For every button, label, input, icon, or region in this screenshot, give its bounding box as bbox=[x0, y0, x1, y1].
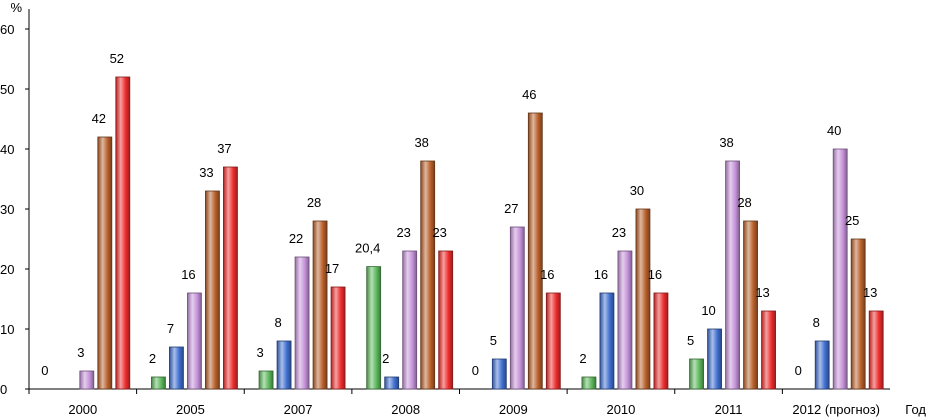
data-label: 23 bbox=[396, 225, 410, 240]
data-label: 16 bbox=[594, 267, 608, 282]
bar bbox=[420, 160, 436, 390]
data-label: 42 bbox=[92, 111, 106, 126]
bar bbox=[832, 148, 848, 390]
data-label: 38 bbox=[414, 135, 428, 150]
x-axis-title: Год bbox=[905, 402, 926, 417]
bar bbox=[276, 340, 292, 390]
data-label: 0 bbox=[41, 363, 48, 378]
data-label: 17 bbox=[325, 261, 339, 276]
bar bbox=[330, 286, 346, 390]
x-tick-label: 2007 bbox=[284, 402, 313, 417]
bar bbox=[617, 250, 633, 390]
bar bbox=[115, 76, 131, 390]
x-tick-label: 2009 bbox=[499, 402, 528, 417]
y-tick-label: 10 bbox=[0, 322, 14, 337]
bar bbox=[384, 376, 400, 390]
data-label: 40 bbox=[827, 123, 841, 138]
bar bbox=[402, 250, 418, 390]
bar bbox=[312, 220, 328, 390]
data-label: 2 bbox=[579, 351, 586, 366]
x-tick-label: 2000 bbox=[68, 402, 97, 417]
bar bbox=[545, 292, 561, 390]
bar bbox=[599, 292, 615, 390]
bar bbox=[653, 292, 669, 390]
data-label: 27 bbox=[504, 201, 518, 216]
y-tick-label: 60 bbox=[0, 22, 14, 37]
data-label: 25 bbox=[845, 213, 859, 228]
data-label: 0 bbox=[795, 363, 802, 378]
data-label: 33 bbox=[199, 165, 213, 180]
bar bbox=[169, 346, 184, 390]
bar bbox=[294, 256, 310, 390]
bar bbox=[366, 266, 382, 390]
bar bbox=[97, 136, 113, 390]
data-label: 2 bbox=[149, 351, 156, 366]
data-label: 5 bbox=[490, 333, 497, 348]
x-tick-label: 2012 (прогноз) bbox=[792, 402, 880, 417]
data-label: 13 bbox=[863, 285, 877, 300]
data-label: 3 bbox=[77, 345, 84, 360]
data-label: 28 bbox=[737, 195, 751, 210]
data-label: 16 bbox=[181, 267, 195, 282]
y-axis-title: % bbox=[10, 0, 22, 15]
data-label: 46 bbox=[522, 87, 536, 102]
bar bbox=[223, 166, 238, 390]
data-label: 22 bbox=[289, 231, 303, 246]
data-label: 16 bbox=[648, 267, 662, 282]
bar bbox=[79, 370, 95, 390]
data-label: 13 bbox=[755, 285, 769, 300]
bar bbox=[707, 328, 722, 390]
bar bbox=[743, 220, 758, 390]
bar bbox=[635, 208, 651, 390]
bar bbox=[258, 370, 274, 390]
bar bbox=[868, 310, 884, 390]
data-label: 37 bbox=[217, 141, 231, 156]
y-tick-label: 40 bbox=[0, 142, 14, 157]
bar bbox=[187, 292, 202, 390]
data-label: 28 bbox=[307, 195, 321, 210]
data-label: 3 bbox=[256, 345, 263, 360]
data-label: 10 bbox=[701, 303, 715, 318]
bar bbox=[509, 226, 525, 390]
bar bbox=[151, 376, 166, 390]
bar bbox=[850, 238, 866, 390]
bar bbox=[527, 112, 543, 390]
y-tick-label: 20 bbox=[0, 262, 14, 277]
data-label: 8 bbox=[274, 315, 281, 330]
data-label: 23 bbox=[612, 225, 626, 240]
x-tick-label: 2008 bbox=[391, 402, 420, 417]
bar bbox=[814, 340, 830, 390]
x-tick-label: 2011 bbox=[715, 402, 743, 417]
bar bbox=[761, 310, 776, 390]
data-label: 20,4 bbox=[355, 241, 380, 256]
data-label: 38 bbox=[719, 135, 733, 150]
data-label: 52 bbox=[110, 51, 124, 66]
bar bbox=[581, 376, 597, 390]
y-tick-label: 50 bbox=[0, 82, 14, 97]
bar bbox=[438, 250, 454, 390]
data-label: 5 bbox=[687, 333, 694, 348]
data-label: 16 bbox=[540, 267, 554, 282]
x-tick-label: 2010 bbox=[606, 402, 635, 417]
bar bbox=[491, 358, 507, 390]
x-tick-label: 2005 bbox=[176, 402, 205, 417]
y-tick-label: 30 bbox=[0, 202, 14, 217]
data-label: 7 bbox=[167, 321, 174, 336]
bar bbox=[205, 190, 220, 390]
data-label: 0 bbox=[472, 363, 479, 378]
data-label: 23 bbox=[432, 225, 446, 240]
bar bbox=[725, 160, 740, 390]
data-label: 2 bbox=[382, 351, 389, 366]
bar bbox=[689, 358, 704, 390]
data-label: 8 bbox=[813, 315, 820, 330]
data-label: 30 bbox=[630, 183, 644, 198]
y-tick-label: 0 bbox=[0, 382, 7, 397]
